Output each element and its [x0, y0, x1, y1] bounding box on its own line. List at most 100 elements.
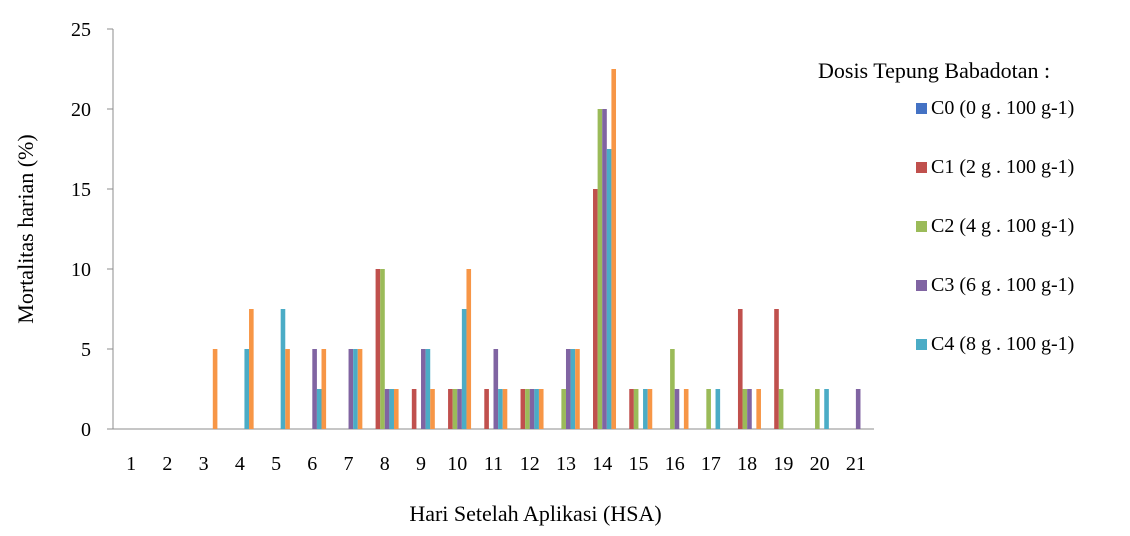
bar: [629, 389, 634, 429]
bar: [411, 389, 417, 429]
bar: [756, 389, 761, 429]
bar: [570, 349, 576, 429]
bar: [575, 349, 580, 429]
bar: [855, 389, 861, 429]
bar: [421, 349, 426, 429]
bar: [593, 189, 598, 429]
legend-swatch: [916, 220, 927, 232]
legend-title: Dosis Tepung Babadotan :: [818, 58, 1051, 83]
bar: [212, 349, 218, 429]
legend-item: C1 (2 g . 100 g-1): [916, 155, 1074, 179]
axes-layer: [107, 28, 874, 430]
bar: [321, 349, 327, 429]
bar: [348, 349, 354, 429]
bar: [493, 349, 499, 429]
x-tick-label: 1: [126, 453, 136, 475]
x-tick-label: 17: [701, 453, 721, 475]
bar: [448, 389, 453, 429]
bar: [285, 349, 290, 429]
bar: [674, 389, 680, 429]
x-tick-label: 19: [773, 453, 793, 475]
legend-label: C2 (4 g . 100 g-1): [931, 214, 1075, 237]
legend-label: C0 (0 g . 100 g-1): [931, 96, 1075, 119]
bars-layer: [212, 69, 861, 429]
legend-label: C1 (2 g . 100 g-1): [931, 155, 1075, 178]
bar: [561, 389, 566, 429]
bar: [353, 349, 358, 429]
x-tick-label: 11: [484, 453, 503, 475]
bar: [643, 389, 648, 429]
legend-item: C4 (8 g . 100 g-1): [916, 332, 1074, 356]
bar: [380, 269, 385, 429]
bar: [502, 389, 508, 429]
bar: [466, 269, 472, 429]
bar: [778, 389, 784, 429]
bar: [534, 389, 539, 429]
y-tick-label: 0: [81, 419, 91, 441]
bar: [316, 389, 322, 429]
bar: [520, 389, 526, 429]
legend-item: C3 (6 g . 100 g-1): [916, 273, 1074, 297]
bar: [747, 389, 752, 429]
bar: [244, 349, 250, 429]
legend-swatch: [916, 161, 927, 173]
bar: [670, 349, 675, 429]
x-tick-label: 2: [162, 453, 172, 475]
bar: [393, 389, 399, 429]
legend-label: C3 (6 g . 100 g-1): [931, 273, 1075, 296]
x-tick-label: 9: [416, 453, 426, 475]
x-axis-label: Hari Setelah Aplikasi (HSA): [409, 501, 661, 526]
x-tick-label: 14: [592, 453, 612, 475]
bar: [597, 109, 603, 429]
x-tick-label: 15: [628, 453, 648, 475]
bar: [425, 349, 431, 429]
x-tick-label: 13: [556, 453, 576, 475]
bar: [715, 389, 721, 429]
bar: [742, 389, 748, 429]
bar: [647, 389, 653, 429]
x-tick-label: 5: [271, 453, 281, 475]
bar: [457, 389, 462, 429]
bar: [484, 389, 489, 429]
legend-swatch: [916, 279, 927, 291]
bar: [375, 269, 381, 429]
bar: [774, 309, 779, 429]
bar: [529, 389, 535, 429]
legend-item: C0 (0 g . 100 g-1): [916, 96, 1074, 120]
y-tick-label: 25: [71, 19, 91, 41]
x-tick-label: 8: [380, 453, 390, 475]
bar: [452, 389, 458, 429]
y-axis-label: Mortalitas harian (%): [13, 134, 38, 323]
bar: [312, 349, 317, 429]
x-tick-label: 12: [520, 453, 540, 475]
bar: [683, 389, 689, 429]
legend-swatch: [916, 338, 927, 350]
bar: [815, 389, 820, 429]
bar: [606, 149, 612, 429]
bar: [525, 389, 530, 429]
bar: [280, 309, 286, 429]
y-tick-label: 20: [71, 99, 91, 121]
legend-item: C2 (4 g . 100 g-1): [916, 214, 1074, 238]
bar: [737, 309, 743, 429]
bar: [498, 389, 503, 429]
legend-swatch: [916, 102, 927, 114]
bar: [430, 389, 435, 429]
bar: [602, 109, 607, 429]
x-tick-label: 4: [235, 453, 245, 475]
bar: [384, 389, 390, 429]
bar: [706, 389, 711, 429]
x-tick-label: 10: [447, 453, 467, 475]
x-tick-label: 20: [810, 453, 830, 475]
y-tick-label: 10: [71, 259, 91, 281]
bar: [633, 389, 639, 429]
legend-label: C4 (8 g . 100 g-1): [931, 332, 1075, 355]
y-tick-label: 5: [81, 339, 91, 361]
bar: [389, 389, 394, 429]
x-tick-label: 3: [199, 453, 209, 475]
bar: [611, 69, 617, 429]
bar: [249, 309, 254, 429]
bar: [357, 349, 363, 429]
